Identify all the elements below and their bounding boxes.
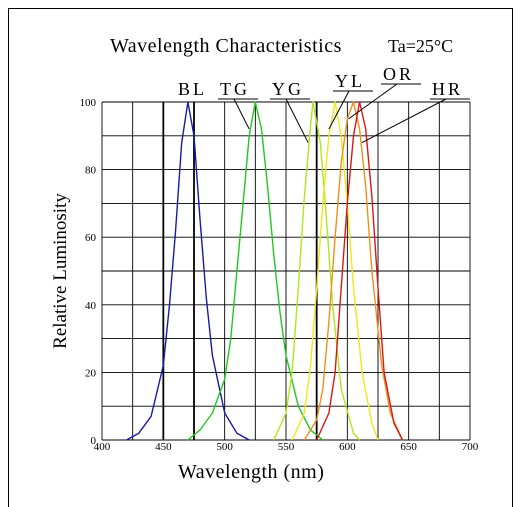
series-leader-line bbox=[328, 90, 350, 130]
series-label-tg: TG bbox=[220, 79, 250, 99]
series-line-hr bbox=[316, 101, 404, 441]
series-line-tg bbox=[187, 101, 324, 441]
y-axis-label: Relative Luminosity bbox=[50, 193, 71, 349]
series-line-or bbox=[303, 101, 404, 441]
series-line-bl bbox=[126, 101, 250, 441]
series-label-yg: YG bbox=[272, 79, 304, 99]
series-leader-line bbox=[285, 98, 309, 143]
series-leader-line bbox=[348, 83, 398, 120]
series-label-or: OR bbox=[383, 64, 414, 84]
y-tick-label: 100 bbox=[80, 97, 97, 109]
chart-condition: Ta=25°C bbox=[388, 36, 453, 56]
y-tick-label: 20 bbox=[85, 367, 97, 379]
y-tick-label: 0 bbox=[91, 435, 97, 447]
x-tick-label: 450 bbox=[155, 441, 172, 453]
x-tick-label: 550 bbox=[278, 441, 295, 453]
series-leader-line bbox=[361, 98, 447, 144]
x-axis-label: Wavelength (nm) bbox=[178, 461, 324, 483]
chart-title: Wavelength Characteristics bbox=[110, 35, 342, 57]
y-tick-label: 80 bbox=[85, 165, 97, 177]
series-leader-line bbox=[233, 98, 250, 130]
x-tick-label: 600 bbox=[339, 441, 356, 453]
x-tick-label: 700 bbox=[462, 441, 479, 453]
series-label-yl: YL bbox=[335, 71, 365, 91]
x-tick-label: 400 bbox=[94, 441, 111, 453]
y-tick-label: 40 bbox=[85, 300, 97, 312]
chart-frame bbox=[8, 8, 513, 507]
x-tick-label: 650 bbox=[400, 441, 417, 453]
y-tick-label: 60 bbox=[85, 232, 97, 244]
series-label-bl: BL bbox=[178, 79, 207, 99]
x-tick-label: 500 bbox=[216, 441, 233, 453]
series-line-yl bbox=[291, 101, 379, 441]
series-line-yg bbox=[273, 101, 361, 441]
series-label-hr: HR bbox=[432, 79, 463, 99]
